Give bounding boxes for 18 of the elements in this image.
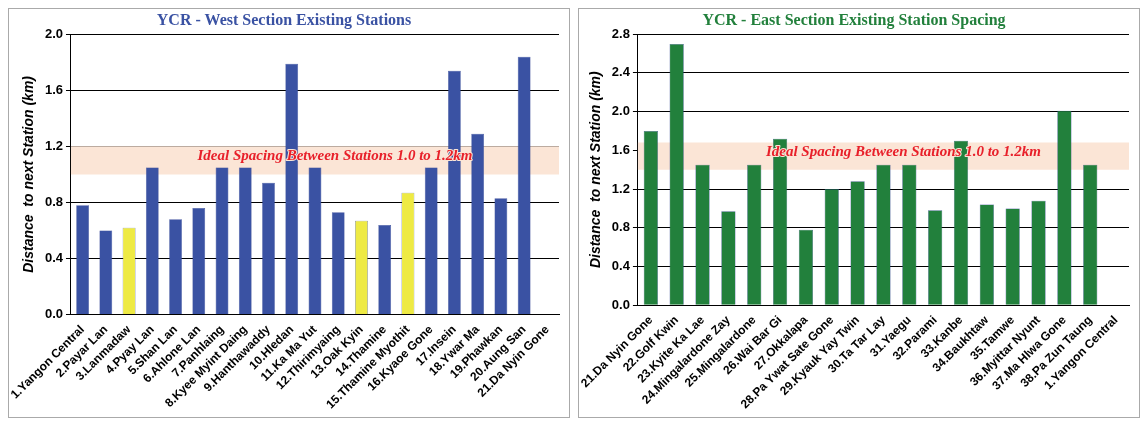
y-tick-label: 1.2 xyxy=(611,180,630,196)
y-tick-label: 0.0 xyxy=(44,306,63,322)
y-tick-label: 2.8 xyxy=(611,25,630,41)
y-tick-label: 1.2 xyxy=(44,137,63,153)
y-tick-label: 0.8 xyxy=(611,219,630,235)
y-tick-label: 0.0 xyxy=(611,296,630,312)
y-tick-label: 2.4 xyxy=(611,64,631,80)
y-tick-label: 2.0 xyxy=(611,103,630,119)
y-tick-label: 2.0 xyxy=(44,25,63,41)
y-tick-label: 0.8 xyxy=(44,194,63,210)
chart-title: YCR - West Section Existing Stations xyxy=(156,10,412,29)
y-tick-label: 1.6 xyxy=(44,81,63,97)
y-tick-label: 1.6 xyxy=(611,141,630,157)
y-tick-label: 0.4 xyxy=(611,258,631,274)
y-axis-title: Distance to next Station (km) xyxy=(20,75,37,273)
y-axis-title: Distance to next Station (km) xyxy=(587,70,604,269)
chart-title: YCR - East Section Existing Station Spacing xyxy=(702,10,1006,29)
y-tick-label: 0.4 xyxy=(44,250,64,266)
